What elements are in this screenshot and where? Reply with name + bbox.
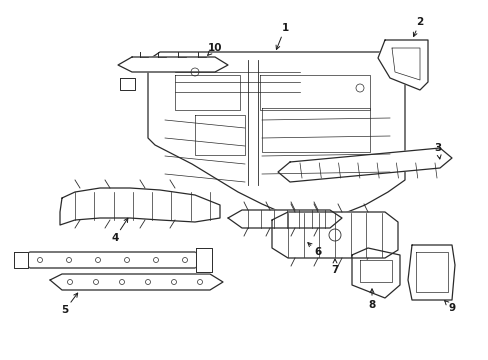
Text: 9: 9 [447,303,455,313]
Polygon shape [18,252,207,268]
Text: 1: 1 [281,23,288,33]
Polygon shape [175,75,240,110]
Polygon shape [148,52,404,218]
Polygon shape [118,57,227,72]
Polygon shape [377,40,427,90]
Polygon shape [278,148,451,182]
Polygon shape [351,248,399,298]
Polygon shape [407,245,454,300]
Text: 8: 8 [367,300,375,310]
Polygon shape [14,252,28,268]
Polygon shape [227,210,341,228]
Polygon shape [262,108,369,152]
Polygon shape [415,252,447,292]
Polygon shape [260,75,369,110]
Text: 5: 5 [61,305,68,315]
Text: 6: 6 [314,247,321,257]
Text: 4: 4 [111,233,119,243]
Polygon shape [195,115,244,155]
Polygon shape [60,188,220,225]
Text: 10: 10 [207,43,222,53]
Polygon shape [120,78,135,90]
Polygon shape [271,212,397,258]
Polygon shape [359,260,391,282]
Text: 3: 3 [433,143,441,153]
Polygon shape [50,274,223,290]
Polygon shape [391,48,419,80]
Text: 7: 7 [331,265,338,275]
Text: 2: 2 [415,17,423,27]
Polygon shape [196,248,212,272]
